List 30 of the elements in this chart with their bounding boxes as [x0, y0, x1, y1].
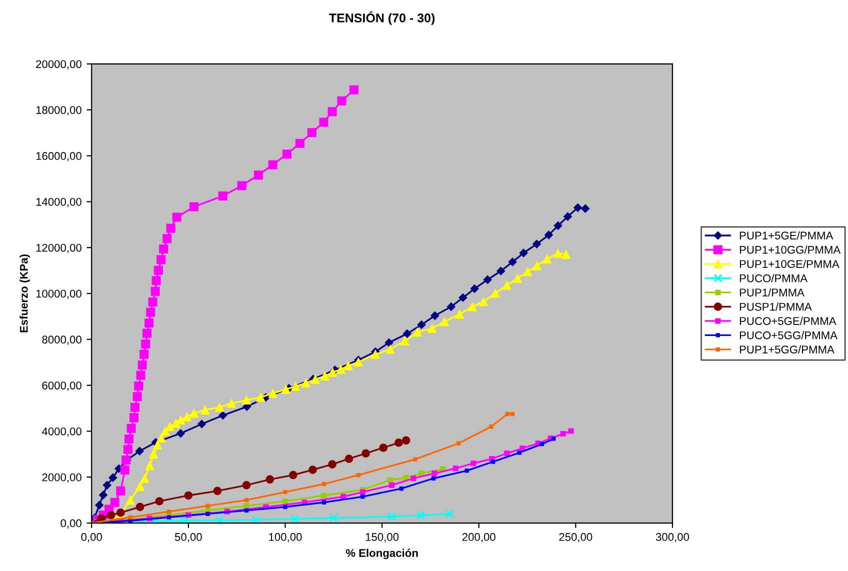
x-tick-label: 100,00 — [269, 533, 302, 542]
legend-label: PUP1+10GG/PMMA — [740, 246, 841, 254]
y-tick-label: 2000,00 — [42, 473, 82, 483]
y-tick-label: 8000,00 — [42, 336, 82, 345]
legend-label: PUCO+5GG/PMMA — [740, 331, 838, 340]
legend-label: PUP1+5GG/PMMA — [740, 345, 834, 354]
x-tick-label: 200,00 — [462, 533, 496, 542]
x-tick-label: 50,00 — [174, 533, 202, 542]
x-tick-label: 0,00 — [81, 533, 102, 542]
legend-label: PUP1+10GE/PMMA — [740, 260, 840, 268]
x-tick-label: 250,00 — [559, 533, 592, 542]
legend-label: PUCO+5GE/PMMA — [740, 316, 836, 325]
legend-label: PUP1/PMMA — [740, 288, 804, 296]
chart-title: TENSIÓN (70 - 30) — [329, 11, 435, 25]
legend-label: PUP1+5GE/PMMA — [740, 231, 834, 240]
y-tick-label: 14000,00 — [36, 198, 82, 208]
y-tick-label: 6000,00 — [42, 382, 82, 391]
y-tick-label: 16000,00 — [36, 152, 82, 162]
y-tick-label: 0,00 — [60, 519, 82, 528]
y-tick-label: 18000,00 — [36, 106, 82, 116]
legend-label: PUSP1/PMMA — [740, 302, 812, 311]
x-tick-label: 150,00 — [366, 533, 399, 542]
x-tick-label: 300,00 — [656, 533, 690, 542]
y-tick-label: 10000,00 — [36, 290, 82, 299]
y-axis-title: Esfuerzo (KPa) — [20, 254, 30, 332]
y-tick-label: 20000,00 — [36, 60, 82, 70]
y-tick-label: 12000,00 — [36, 244, 82, 254]
legend-label: PUCO/PMMA — [740, 274, 808, 282]
y-tick-label: 4000,00 — [42, 427, 82, 437]
x-axis-title: % Elongación — [346, 548, 418, 560]
